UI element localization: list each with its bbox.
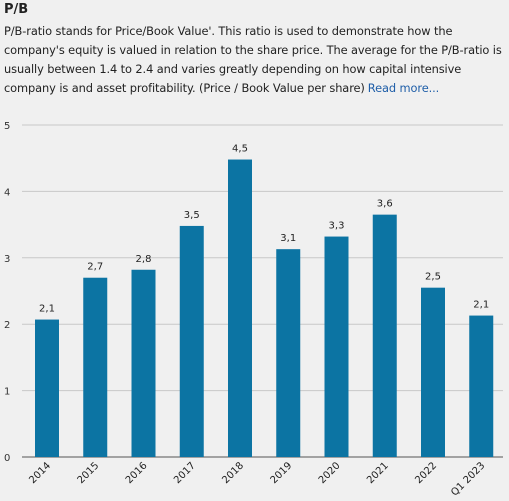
read-more-link[interactable]: Read more... xyxy=(367,81,440,95)
bar-2017[interactable] xyxy=(179,225,204,457)
value-label-2019: 3,1 xyxy=(280,233,296,244)
bar-2020[interactable] xyxy=(324,236,349,457)
y-tick-label-4: 4 xyxy=(4,187,10,198)
value-label-2018: 4,5 xyxy=(232,144,248,155)
value-label-2016: 2,8 xyxy=(136,254,152,265)
bar-2018[interactable] xyxy=(228,159,252,457)
bar-2022[interactable] xyxy=(421,287,445,457)
y-tick-label-3: 3 xyxy=(4,254,10,265)
bar-2014[interactable] xyxy=(35,319,59,457)
value-label-q1-2023: 2,1 xyxy=(473,300,489,311)
bar-2021[interactable] xyxy=(372,214,397,457)
x-tick-label-2020: 2020 xyxy=(317,460,343,486)
value-label-2020: 3,3 xyxy=(329,221,345,232)
x-tick-label-2014: 2014 xyxy=(27,460,53,486)
bar-2016[interactable] xyxy=(131,269,156,457)
value-label-2017: 3,5 xyxy=(184,210,200,221)
y-tick-label-0: 0 xyxy=(4,453,10,464)
x-tick-label-2021: 2021 xyxy=(365,460,391,486)
x-tick-label-2016: 2016 xyxy=(124,460,150,486)
value-label-2015: 2,7 xyxy=(87,262,103,273)
bar-2015[interactable] xyxy=(83,277,108,457)
x-tick-label-2017: 2017 xyxy=(172,460,198,486)
y-tick-label-5: 5 xyxy=(4,121,10,132)
chart-title: P/B xyxy=(4,2,29,17)
value-label-2022: 2,5 xyxy=(425,272,441,283)
x-tick-label-q1-2023: Q1 2023 xyxy=(449,460,487,498)
x-tick-label-2015: 2015 xyxy=(76,460,102,486)
description-text: P/B-ratio stands for Price/Book Value'. … xyxy=(4,24,502,95)
bar-2019[interactable] xyxy=(276,249,301,457)
chart-description: P/B-ratio stands for Price/Book Value'. … xyxy=(4,22,504,98)
y-tick-label-1: 1 xyxy=(4,387,10,398)
value-label-2014: 2,1 xyxy=(39,304,55,315)
value-label-2021: 3,6 xyxy=(377,199,393,210)
y-tick-label-2: 2 xyxy=(4,320,10,331)
x-tick-label-2022: 2022 xyxy=(413,460,439,486)
x-tick-label-2018: 2018 xyxy=(220,460,246,486)
bar-q1-2023[interactable] xyxy=(469,315,494,457)
x-tick-label-2019: 2019 xyxy=(269,460,295,486)
